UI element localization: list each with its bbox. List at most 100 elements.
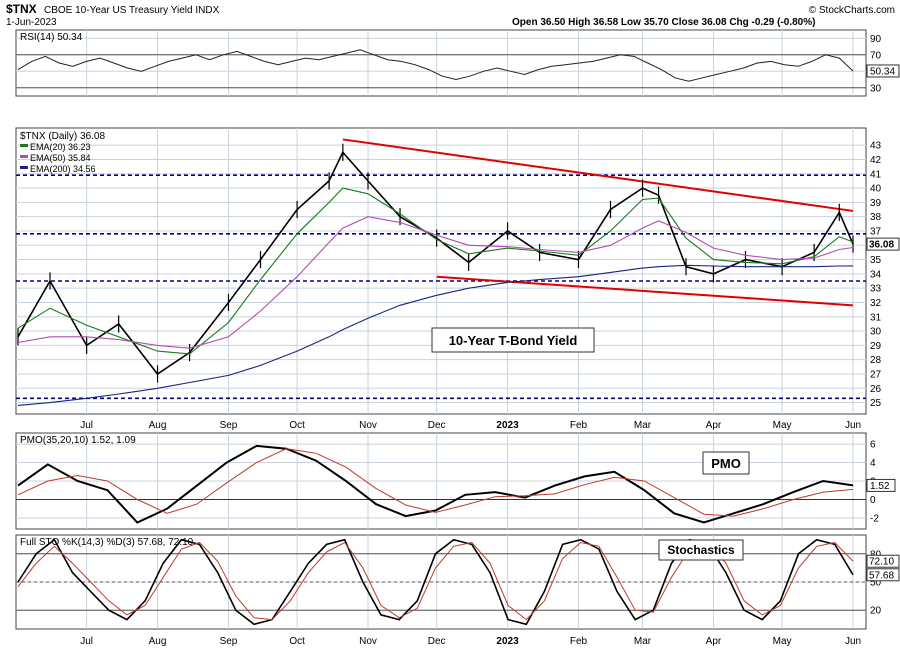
mid-xtick-label: Sep — [220, 420, 238, 431]
sto-d-last-box — [866, 554, 900, 568]
price-ytick-label: 28 — [870, 355, 882, 366]
rsi-last-value-box — [866, 64, 900, 78]
bottom-xtick-label: Apr — [706, 636, 722, 647]
pmo-title: PMO(35,20,10) 1.52, 1.09 — [20, 435, 136, 446]
ticker-name: CBOE 10-Year US Treasury Yield INDX — [44, 5, 220, 16]
price-ytick-label: 25 — [870, 398, 882, 409]
rsi-frame — [15, 29, 867, 97]
chart-date: 1-Jun-2023 — [6, 17, 57, 28]
price-ytick-label: 39 — [870, 198, 882, 209]
bottom-xtick-label: 2023 — [496, 636, 519, 647]
legend-ema200: EMA(200) 34.56 — [30, 164, 96, 174]
sto-d-last-value: 72.10 — [869, 557, 894, 568]
sto-ytick-label: 50 — [870, 578, 882, 589]
bottom-xtick-label: Mar — [634, 636, 652, 647]
mid-xtick-label: Oct — [289, 420, 305, 431]
trendline-1 — [436, 275, 854, 307]
bottom-xtick-label: Nov — [359, 636, 377, 647]
bottom-xtick-label: Jul — [80, 636, 93, 647]
pmo-ytick-label: 6 — [870, 440, 876, 451]
price-frame — [15, 127, 867, 415]
price-ytick-label: 30 — [870, 327, 882, 338]
pmo-last-value: 1.52 — [870, 481, 890, 492]
annotation-box-pmo: PMO — [702, 451, 750, 475]
annotation-pmo: PMO — [711, 456, 741, 471]
sto-k-last-box — [866, 568, 900, 582]
price-last-value-box — [866, 237, 900, 251]
bottom-xtick-label: Feb — [570, 636, 588, 647]
price-ytick-label: 40 — [870, 184, 882, 195]
ema200-line — [17, 264, 854, 406]
legend-ema20: EMA(20) 36.23 — [30, 142, 91, 152]
rsi-panel: 90705030 50.34 RSI(14) 50.34 — [15, 29, 900, 97]
price-ytick-label: 34 — [870, 269, 882, 280]
price-last-value: 36.08 — [869, 240, 894, 251]
price-ytick-label: 37 — [870, 226, 882, 237]
pmo-ytick-label: 0 — [870, 495, 876, 506]
mid-xtick-label: Feb — [570, 420, 588, 431]
price-ytick-label: 35 — [870, 255, 882, 266]
legend-ema50: EMA(50) 35.84 — [30, 153, 91, 163]
annotation-tbond: 10-Year T-Bond Yield — [449, 333, 578, 348]
price-ytick-label: 26 — [870, 384, 882, 395]
price-ytick-label: 29 — [870, 341, 882, 352]
trendline-0 — [342, 138, 854, 212]
rsi-ytick-label: 90 — [870, 34, 882, 45]
bottom-xtick-label: May — [773, 636, 792, 647]
pmo-line — [17, 444, 854, 524]
bottom-xtick-label: Dec — [428, 636, 446, 647]
sto-ytick-label: 20 — [870, 606, 882, 617]
price-ytick-label: 43 — [870, 141, 882, 152]
legend-swatch-ema20 — [20, 144, 28, 147]
legend-swatch-ema50 — [20, 155, 28, 158]
annotation-box-sto: Stochastics — [658, 539, 744, 561]
mid-xtick-label: 2023 — [496, 420, 519, 431]
x-axis-mid: Jul Aug Sep Oct Nov Dec 2023 Feb Mar Apr May Jun — [80, 420, 861, 431]
annotation-sto: Stochastics — [667, 543, 735, 557]
pmo-last-value-box — [866, 478, 896, 492]
rsi-line — [17, 49, 854, 82]
mid-xtick-label: Dec — [428, 420, 446, 431]
mid-xtick-label: Jul — [80, 420, 93, 431]
bottom-xtick-label: Aug — [149, 636, 167, 647]
ema50-line — [17, 216, 854, 349]
pmo-signal-line — [17, 448, 854, 517]
mid-xtick-label: Apr — [706, 420, 722, 431]
bottom-xtick-label: Jun — [845, 636, 861, 647]
sto-k-last-value: 57.68 — [869, 570, 894, 581]
mid-xtick-label: Aug — [149, 420, 167, 431]
rsi-last-value: 50.34 — [870, 66, 895, 77]
bottom-xtick-label: Sep — [220, 636, 238, 647]
price-ytick-label: 42 — [870, 155, 882, 166]
mid-xtick-label: Nov — [359, 420, 377, 431]
price-legend: $TNX (Daily) 36.08 EMA(20) 36.23 EMA(50)… — [20, 131, 105, 174]
annotation-box-tbond: 10-Year T-Bond Yield — [431, 327, 595, 353]
mid-xtick-label: Mar — [634, 420, 652, 431]
legend-price: $TNX (Daily) 36.08 — [20, 131, 105, 142]
chart-header: $TNX CBOE 10-Year US Treasury Yield INDX… — [6, 2, 895, 28]
sto-title: Full STO %K(14,3) %D(3) 57.68, 72.10 — [20, 537, 194, 548]
mid-xtick-label: Jun — [845, 420, 861, 431]
bottom-xtick-label: Oct — [289, 636, 305, 647]
ema20-line — [17, 187, 854, 355]
price-ytick-label: 31 — [870, 312, 882, 323]
legend-swatch-ema200 — [20, 166, 28, 169]
price-panel: 43424140393837363534333231302928272625 3… — [15, 127, 900, 415]
price-ytick-label: 33 — [870, 284, 882, 295]
price-ytick-label: 27 — [870, 369, 882, 380]
mid-xtick-label: May — [773, 420, 792, 431]
credit-text: © StockCharts.com — [809, 5, 895, 16]
price-ytick-label: 32 — [870, 298, 882, 309]
pmo-panel: 6420-2 1.52 PMO(35,20,10) 1.52, 1.09 PMO — [15, 432, 896, 530]
x-axis-bottom: Jul Aug Sep Oct Nov Dec 2023 Feb Mar Apr May Jun — [80, 636, 861, 647]
rsi-ytick-label: 30 — [870, 83, 882, 94]
rsi-ytick-label: 70 — [870, 50, 882, 61]
pmo-ytick-label: -2 — [870, 513, 879, 524]
ohlc-readout: Open 36.50 High 36.58 Low 35.70 Close 36… — [512, 17, 815, 28]
price-ytick-label: 38 — [870, 212, 882, 223]
ticker-symbol: $TNX — [6, 2, 37, 16]
rsi-title: RSI(14) 50.34 — [20, 32, 83, 43]
price-ytick-label: 41 — [870, 169, 882, 180]
